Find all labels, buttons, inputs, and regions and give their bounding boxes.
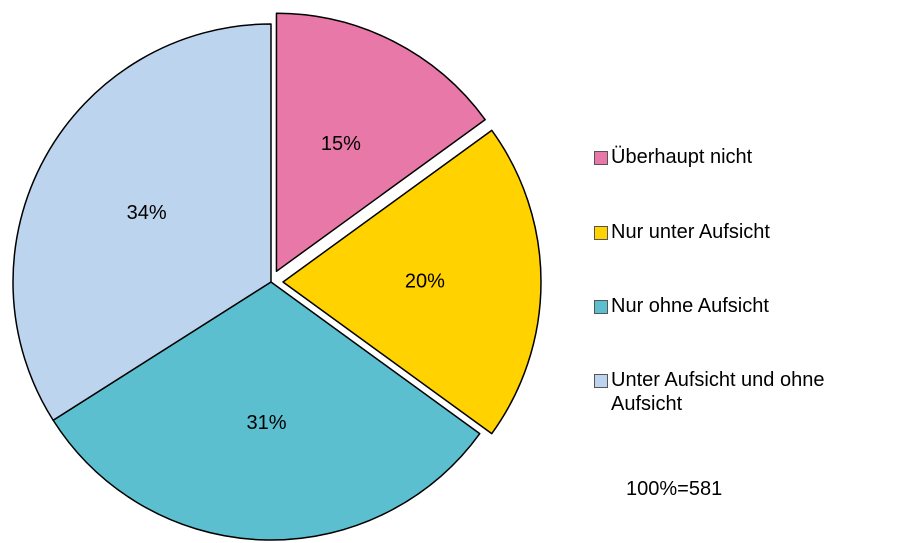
legend-swatch xyxy=(594,374,608,388)
data-label: 34% xyxy=(127,202,167,224)
legend-swatch xyxy=(594,151,608,165)
legend-item: Nur ohne Aufsicht xyxy=(594,294,894,318)
legend-label: Nur ohne Aufsicht xyxy=(611,295,769,317)
legend-label: Unter Aufsicht und ohne Aufsicht xyxy=(611,369,825,415)
data-label: 15% xyxy=(321,133,361,155)
legend-item: Nur unter Aufsicht xyxy=(594,220,894,244)
pie-slice xyxy=(282,129,542,435)
pie-slice xyxy=(275,12,486,273)
legend-swatch xyxy=(594,226,608,240)
data-label: 31% xyxy=(247,412,287,434)
legend-swatch xyxy=(594,300,608,314)
pie-slice xyxy=(52,281,481,541)
pie-slice xyxy=(12,23,272,421)
legend-label: Überhaupt nicht xyxy=(611,146,753,168)
annotation: 100%=581 xyxy=(626,478,723,500)
data-label: 20% xyxy=(405,270,445,292)
legend-label: Nur unter Aufsicht xyxy=(611,221,770,243)
legend-item: Überhaupt nicht xyxy=(594,145,894,169)
legend-item: Unter Aufsicht und ohne Aufsicht xyxy=(594,368,894,416)
